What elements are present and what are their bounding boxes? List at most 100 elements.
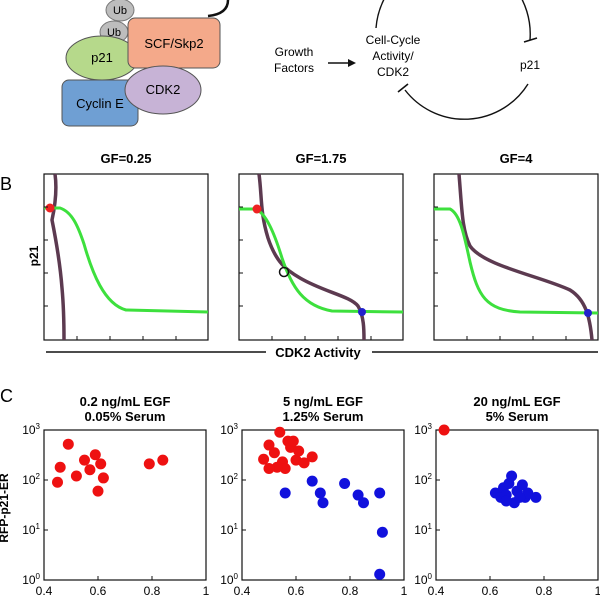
stable-point-low-cdk2 — [252, 204, 262, 214]
scatter-point-low-CDK2 — [279, 462, 291, 474]
y-tick-label: 102 — [220, 472, 238, 487]
scatter-title: 20 ng/mL EGF — [473, 394, 560, 409]
y-tick-label: 100 — [414, 572, 432, 587]
scatter-point-low-CDK2 — [271, 461, 283, 473]
x-tick-label: 0.4 — [36, 584, 53, 598]
scatter-point-low-CDK2 — [79, 454, 90, 466]
scatter-point-high-CDK2 — [376, 526, 388, 538]
scatter-point-high-CDK2 — [317, 497, 329, 509]
scatter-point-low-CDK2 — [268, 447, 280, 459]
scf-skp2-label: SCF/Skp2 — [144, 36, 203, 51]
panel-b-label: B — [0, 174, 12, 194]
y-tick-label: 101 — [22, 522, 40, 537]
x-tick-label: 0.8 — [536, 584, 553, 598]
circuit-lower-bar — [397, 83, 409, 93]
scatter-frame — [43, 429, 207, 581]
cdk2-node — [124, 65, 202, 115]
y-tick-label: 103 — [220, 422, 238, 437]
scatter-point-high-CDK2 — [314, 487, 326, 499]
growth-label: Growth — [275, 45, 314, 59]
scatter-subtitle: 5% Serum — [486, 409, 549, 424]
scatter-point-high-CDK2 — [500, 495, 512, 507]
scatter-point-high-CDK2 — [516, 479, 528, 491]
scatter-point-low-CDK2 — [84, 464, 96, 476]
scatter-point-low-CDK2 — [92, 485, 104, 497]
stable-point-high-cdk2 — [584, 309, 592, 317]
panel-a: Ub Ub p21 SCF/Skp2 Cyclin E CDK2 Growth … — [61, 0, 540, 127]
growth-arrow-head — [348, 59, 356, 67]
unstable-point — [278, 266, 290, 278]
scatter-point-low-CDK2 — [263, 439, 275, 451]
ub-node-1 — [105, 0, 135, 22]
y-tick-label: 102 — [414, 472, 432, 487]
scatter-point-low-CDK2 — [97, 472, 109, 484]
stable-point-high-cdk2 — [358, 308, 366, 316]
phase-plane-gf-high: GF=4 — [433, 151, 599, 341]
scatter-point-high-CDK2 — [339, 478, 351, 490]
phase-plane-gf-low: GF=0.25 — [43, 151, 209, 341]
x-tick-label: 0.4 — [234, 584, 251, 598]
panel-b-xlabel: CDK2 Activity — [275, 345, 361, 360]
y-tick-label: 103 — [22, 422, 40, 437]
scatter-point-low-CDK2 — [54, 461, 66, 473]
cdk2-nullcline — [239, 207, 404, 314]
activity-label-3: CDK2 — [377, 65, 409, 79]
scatter-point-low-CDK2 — [258, 453, 270, 465]
feedback-circuit: Growth Factors Cell-Cycle Activity/ CDK2… — [274, 0, 540, 120]
phase-plane-title: GF=1.75 — [296, 151, 347, 166]
complex-link-line — [207, 0, 230, 18]
scatter-point-low-CDK2 — [274, 426, 286, 438]
panel-c-ylabel: RFP-p21-ER — [0, 473, 11, 543]
panel-c-label: C — [0, 386, 13, 406]
cyclin-e-label: Cyclin E — [76, 96, 124, 111]
phase-plane-gf-mid: GF=1.75 — [238, 151, 404, 341]
scatter-point-low-CDK2 — [298, 457, 310, 469]
scatter-point-low-CDK2 — [157, 454, 169, 466]
panel-b-ylabel: p21 — [27, 245, 41, 266]
scatter-point-low-CDK2 — [287, 435, 299, 447]
phase-plane-title: GF=4 — [500, 151, 534, 166]
x-tick-label: 1 — [401, 584, 408, 598]
scatter-point-low-CDK2 — [62, 438, 74, 450]
scatter-point-high-CDK2 — [306, 475, 318, 487]
y-tick-label: 101 — [220, 522, 238, 537]
x-tick-label: 0.6 — [482, 584, 499, 598]
protein-complex: Ub Ub p21 SCF/Skp2 Cyclin E CDK2 — [61, 0, 230, 127]
scatter-point-low-CDK2 — [95, 458, 107, 470]
p21-label: p21 — [91, 50, 113, 65]
stable-point-low-cdk2 — [45, 203, 55, 213]
ub-label-2: Ub — [107, 27, 121, 39]
scatter-point-high-CDK2 — [358, 497, 369, 509]
scatter-subtitle: 1.25% Serum — [283, 409, 364, 424]
x-tick-label: 1 — [595, 584, 600, 598]
phase-plane-title: GF=0.25 — [101, 151, 152, 166]
scatter-point-high-CDK2 — [514, 491, 526, 503]
scatter-point-low-CDK2 — [89, 449, 101, 461]
scatter-point-low-CDK2 — [293, 445, 305, 457]
scatter-point-low-CDK2 — [52, 476, 63, 488]
scatter-title: 0.2 ng/mL EGF — [80, 394, 171, 409]
circuit-lower-arc — [404, 83, 529, 120]
factors-label: Factors — [274, 61, 314, 75]
scatter-point-high-CDK2 — [374, 487, 386, 499]
phase-plane-frame — [433, 173, 599, 341]
y-tick-label: 103 — [414, 422, 432, 437]
phase-plane-frame — [43, 173, 209, 341]
y-tick-label: 101 — [414, 522, 432, 537]
circuit-upper-arc — [375, 0, 531, 41]
scatter-frame — [241, 429, 405, 581]
scatter-point-low-CDK2 — [438, 424, 450, 436]
x-tick-label: 0.8 — [144, 584, 161, 598]
scatter-point-high-CDK2 — [374, 568, 386, 580]
x-tick-label: 1 — [203, 584, 210, 598]
x-tick-label: 0.4 — [428, 584, 445, 598]
p21-nullcline — [457, 173, 594, 341]
x-tick-label: 0.6 — [90, 584, 107, 598]
x-tick-label: 0.6 — [288, 584, 305, 598]
scatter-point-high-CDK2 — [506, 470, 518, 482]
scatter-point-low-CDK2 — [70, 470, 82, 482]
